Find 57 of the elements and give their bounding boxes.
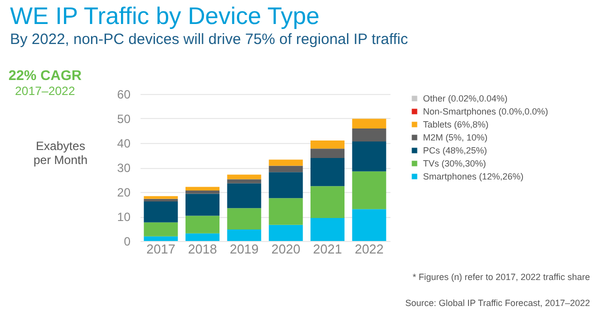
bar <box>227 229 262 241</box>
legend-label: M2M (5%, 10%) <box>423 132 488 142</box>
y-tick-label: 60 <box>117 88 131 102</box>
bar <box>268 224 303 241</box>
legend-label: Smartphones (12%,26%) <box>423 172 524 182</box>
bar <box>268 172 303 198</box>
bar <box>186 216 220 234</box>
text: 22% CAGR <box>8 67 82 83</box>
text: * Figures (n) refer to 2017, 2022 traffic share <box>412 272 590 282</box>
bar <box>144 202 178 222</box>
bar <box>144 222 178 236</box>
bar <box>352 142 386 172</box>
legend-label: Non-Smartphones (0.0%,0.0%) <box>423 106 548 116</box>
bar <box>310 218 344 241</box>
legend-label: Other (0.02%,0.04%) <box>423 94 508 104</box>
x-tick-label: 2022 <box>354 242 384 256</box>
bar <box>186 186 220 191</box>
y-tick-label: 40 <box>117 136 131 150</box>
bar <box>144 236 178 241</box>
y-axis-title: Exabytes per Month <box>33 139 88 167</box>
legend-label: Tablets (6%,8%) <box>423 120 489 130</box>
legend-label: TVs (30%,30%) <box>423 158 486 168</box>
bar <box>144 196 178 199</box>
bar <box>310 186 344 218</box>
source-note: Source: Global IP Traffic Forecast, 2017–2022 <box>405 298 590 308</box>
chart-title: WE IP Traffic by Device Type <box>10 3 320 30</box>
x-tick-label: 2021 <box>313 242 342 256</box>
y-tick-label: 0 <box>124 234 131 248</box>
bar <box>268 166 303 172</box>
bar <box>310 148 344 158</box>
x-tick-label: 2017 <box>146 242 176 256</box>
legend-label: PCs (48%,25%) <box>423 146 488 156</box>
bar <box>186 190 220 194</box>
bar <box>227 208 262 230</box>
y-tick-label: 30 <box>117 161 131 175</box>
y-tick-label: 20 <box>117 186 131 200</box>
bar <box>268 160 303 166</box>
bar <box>268 198 303 225</box>
bar <box>310 140 344 149</box>
x-tick-label: 2018 <box>188 242 217 256</box>
bar <box>186 233 220 241</box>
bar <box>352 128 386 142</box>
x-tick-label: 2019 <box>230 242 259 256</box>
bar <box>352 118 386 129</box>
y-tick-label: 10 <box>117 210 131 224</box>
bar <box>227 174 262 180</box>
bar <box>144 198 178 202</box>
bar <box>310 158 344 186</box>
text: 2017–2022 <box>14 84 76 98</box>
bar <box>227 179 262 184</box>
bar <box>227 183 262 208</box>
chart-subtitle: By 2022, non-PC devices will drive 75% of regional IP traffic <box>10 31 408 48</box>
x-tick-label: 2020 <box>271 242 300 256</box>
bar <box>352 209 386 241</box>
bar <box>186 194 220 216</box>
bar <box>352 171 386 210</box>
y-tick-label: 50 <box>117 112 131 126</box>
